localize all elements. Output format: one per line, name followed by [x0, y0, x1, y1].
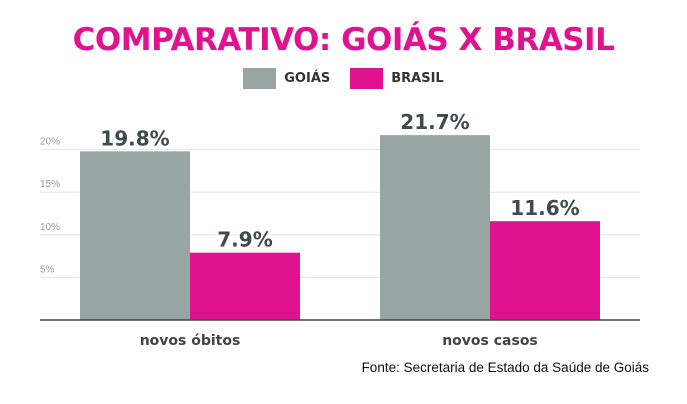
legend-swatch-goias [243, 68, 277, 89]
data-label-goias-1: 21.7% [400, 110, 469, 134]
legend: GOIÁS BRASIL [0, 68, 687, 89]
category-label-0: novos óbitos [140, 333, 241, 349]
data-label-goias-0: 19.8% [100, 126, 169, 150]
y-tick-label-20: 20% [40, 137, 60, 148]
category-label-1: novos casos [442, 333, 538, 349]
data-label-brasil-1: 11.6% [510, 196, 579, 220]
source-note: Fonte: Secretaria de Estado da Saúde de … [361, 360, 649, 375]
bar-goias-1 [380, 135, 490, 320]
legend-swatch-brasil [350, 68, 384, 89]
y-tick-label-5: 5% [40, 264, 55, 275]
legend-item-goias: GOIÁS [243, 68, 330, 89]
legend-label-goias: GOIÁS [284, 71, 331, 86]
y-tick-label-15: 15% [40, 179, 60, 190]
legend-label-brasil: BRASIL [391, 71, 444, 86]
legend-item-brasil: BRASIL [350, 68, 444, 89]
bar-brasil-1 [490, 221, 600, 320]
chart-title: COMPARATIVO: GOIÁS X BRASIL [72, 22, 615, 58]
bar-goias-0 [80, 151, 190, 320]
data-label-brasil-0: 7.9% [217, 228, 272, 252]
bar-brasil-0 [190, 252, 300, 320]
y-tick-label-10: 10% [40, 222, 60, 233]
